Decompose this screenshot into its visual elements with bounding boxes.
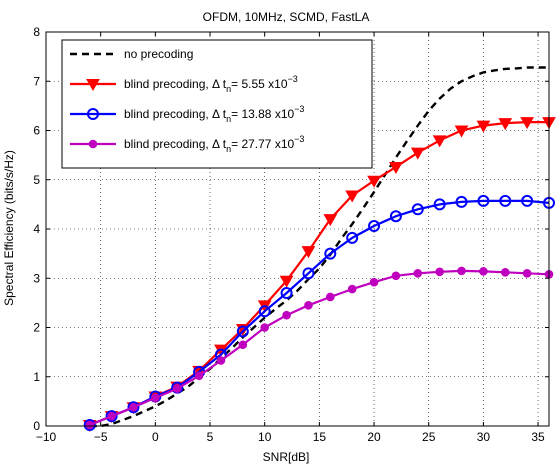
data-point-circle xyxy=(368,220,381,233)
data-point-circle xyxy=(411,203,424,216)
series-line xyxy=(89,269,550,427)
data-point-circle xyxy=(521,194,534,207)
data-point-dot xyxy=(88,139,98,149)
data-point-circle xyxy=(105,410,118,423)
data-point-triangle xyxy=(389,161,403,174)
x-tick-label: 15 xyxy=(313,430,327,444)
x-tick-label: 5 xyxy=(207,430,214,444)
data-point-dot xyxy=(216,356,226,365)
legend-label: blind precoding, Δ tn= 13.88 x10−3 xyxy=(124,104,304,124)
legend-entry-0: no precoding xyxy=(70,47,193,61)
data-point-triangle xyxy=(86,79,100,92)
data-point-circle xyxy=(346,231,359,244)
data-point-dot xyxy=(107,411,116,421)
data-point-triangle xyxy=(345,190,360,203)
data-point-circle xyxy=(83,419,96,432)
data-point-dot xyxy=(413,269,423,278)
data-point-dot xyxy=(238,340,248,350)
data-point-dot xyxy=(304,301,313,310)
series-line xyxy=(89,199,550,427)
data-point-dot xyxy=(129,402,138,412)
data-point-triangle xyxy=(498,118,513,131)
legend-entry-2: blind precoding, Δ tn= 13.88 x10−3 xyxy=(70,104,304,124)
data-point-dot xyxy=(457,266,466,276)
axis-ticks: −10 −5 0 5 10 15 20 25 30 35 0 1 2 3 4 5 6 7 8 xyxy=(33,25,549,444)
data-point-dot xyxy=(522,269,532,278)
data-point-circle xyxy=(127,401,140,414)
data-point-circle xyxy=(455,195,468,208)
y-axis-label: Spectral Efficiency (bits/s/Hz) xyxy=(2,150,16,306)
data-point-dot xyxy=(326,292,335,302)
legend-label: blind precoding, Δ tn= 5.55 x10−3 xyxy=(124,74,298,94)
data-point-circle xyxy=(389,210,402,223)
y-tick-label: 6 xyxy=(33,124,40,138)
data-point-dot xyxy=(479,267,488,276)
x-tick-label: −5 xyxy=(94,430,108,444)
data-point-circle xyxy=(302,267,315,280)
y-tick-label: 3 xyxy=(33,271,40,285)
y-tick-label: 2 xyxy=(33,321,40,335)
data-point-triangle xyxy=(454,125,469,138)
series-0 xyxy=(89,66,549,428)
data-point-circle xyxy=(477,194,490,207)
data-point-triangle xyxy=(476,120,491,133)
data-point-dot xyxy=(260,323,269,332)
data-point-triangle xyxy=(367,175,381,188)
data-point-circle xyxy=(499,194,512,207)
series-3 xyxy=(85,266,554,430)
series-line xyxy=(89,66,549,428)
data-point-triangle xyxy=(410,147,425,160)
data-point-circle xyxy=(258,305,271,318)
legend-box xyxy=(61,39,373,169)
data-point-dot xyxy=(391,271,401,281)
y-tick-label: 7 xyxy=(33,74,40,88)
data-point-circle xyxy=(236,325,249,338)
data-point-dot xyxy=(435,267,444,277)
legend-label: no precoding xyxy=(124,47,193,61)
x-tick-label: 25 xyxy=(422,430,436,444)
data-point-circle xyxy=(433,198,446,211)
data-point-circle xyxy=(280,287,293,300)
data-point-dot xyxy=(151,393,160,403)
y-tick-label: 4 xyxy=(33,222,40,236)
data-point-circle xyxy=(87,108,99,120)
data-point-triangle xyxy=(520,117,534,130)
data-point-dot xyxy=(347,284,357,294)
data-point-dot xyxy=(500,268,510,277)
x-axis-label: SNR[dB] xyxy=(263,450,310,464)
y-tick-label: 5 xyxy=(33,173,40,187)
legend-entry-3: blind precoding, Δ tn= 27.77 x10−3 xyxy=(70,134,304,154)
x-tick-label: 0 xyxy=(152,430,159,444)
data-point-circle xyxy=(324,247,337,260)
data-point-triangle xyxy=(279,275,294,288)
x-tick-label: 35 xyxy=(531,430,545,444)
legend: no precoding blind precoding, Δ tn= 5.55 … xyxy=(61,39,373,169)
data-point-triangle xyxy=(323,214,338,227)
data-point-triangle xyxy=(301,246,316,259)
x-tick-label: 10 xyxy=(258,430,272,444)
y-tick-label: 1 xyxy=(33,370,40,384)
data-point-triangle xyxy=(432,135,447,148)
y-tick-label: 8 xyxy=(33,25,40,39)
data-point-dot xyxy=(282,310,291,320)
plot-series xyxy=(82,66,556,433)
data-point-dot xyxy=(194,371,204,381)
legend-label: blind precoding, Δ tn= 27.77 x10−3 xyxy=(124,134,304,154)
x-tick-label: −10 xyxy=(36,430,57,444)
x-tick-label: 30 xyxy=(477,430,491,444)
legend-entry-1: blind precoding, Δ tn= 5.55 x10−3 xyxy=(70,74,298,94)
grid xyxy=(46,32,549,426)
x-tick-label: 20 xyxy=(367,430,381,444)
data-point-dot xyxy=(172,384,182,393)
chart-title: OFDM, 10MHz, SCMD, FastLA xyxy=(203,10,370,24)
data-point-dot xyxy=(369,277,379,287)
data-point-dot xyxy=(85,420,95,430)
y-tick-label: 0 xyxy=(33,419,40,433)
